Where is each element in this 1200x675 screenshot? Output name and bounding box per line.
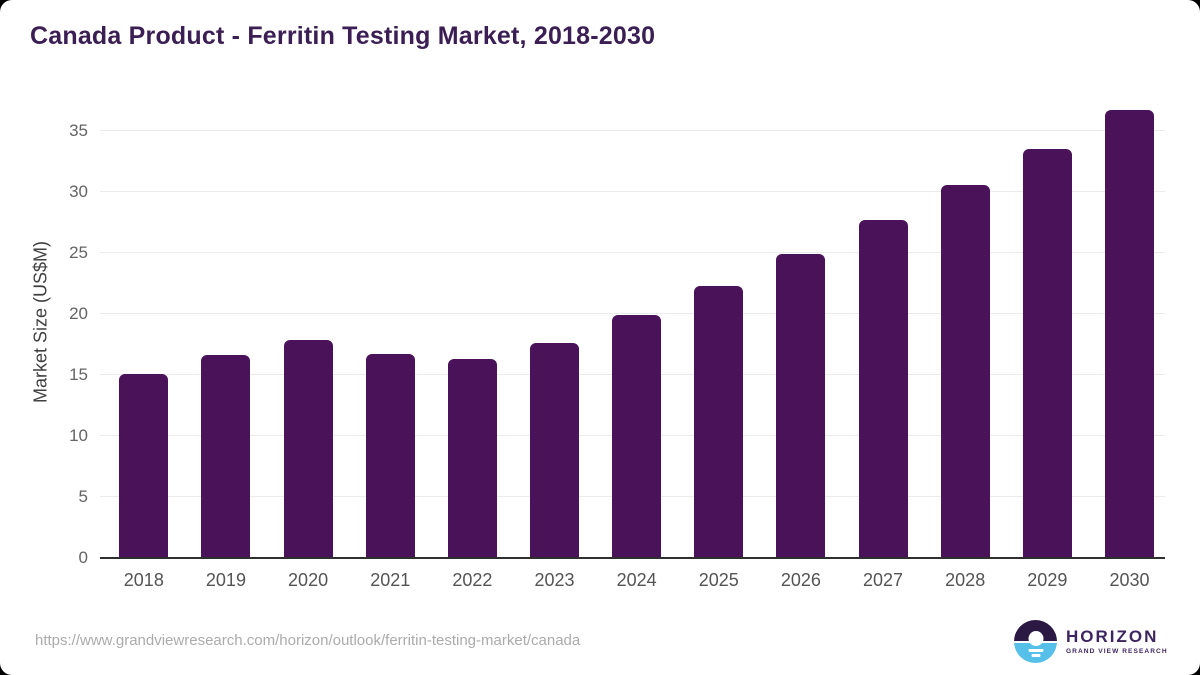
bar-2025 [694,285,744,558]
bar-2018 [119,373,169,558]
x-tick-2020: 2020 [288,570,329,590]
y-axis-ticks: 0 5 10 15 20 25 30 35 [28,100,88,567]
x-tick-2026: 2026 [780,570,821,590]
y-tick-5: 5 [78,487,88,506]
x-tick-2023: 2023 [534,570,575,590]
logo-sun [1028,631,1043,646]
source-url: https://www.grandviewresearch.com/horizo… [35,632,581,649]
logo-text: HORIZON GRAND VIEW RESEARCH [1066,628,1168,655]
y-tick-30: 30 [69,182,88,201]
logo-reflection-line [1028,649,1043,652]
bar-2022 [447,359,497,558]
y-tick-10: 10 [69,426,88,445]
gridline-30 [100,191,1165,192]
bar-2027 [858,220,908,558]
x-tick-2028: 2028 [945,570,986,590]
x-axis-line [100,557,1165,559]
plot-area [100,100,1165,559]
x-tick-2027: 2027 [863,570,904,590]
y-tick-15: 15 [69,365,88,384]
bar-2029 [1022,149,1072,558]
gridline-35 [100,130,1165,131]
logo-brand: HORIZON [1066,627,1159,646]
gridline-20 [100,313,1165,314]
chart-title: Canada Product - Ferritin Testing Market… [30,22,656,50]
bar-2021 [365,354,415,558]
logo-reflection-line [1031,654,1040,657]
bar-2024 [612,315,662,558]
x-tick-2021: 2021 [370,570,411,590]
sun-over-water-icon [1014,620,1057,663]
x-tick-2018: 2018 [123,570,164,590]
horizon-logo: HORIZON GRAND VIEW RESEARCH [1014,620,1168,663]
y-tick-0: 0 [78,548,88,567]
x-tick-2029: 2029 [1027,570,1068,590]
logo-water-half [1014,643,1057,663]
gridline-25 [100,252,1165,253]
x-tick-2030: 2030 [1109,570,1150,590]
bar-2028 [940,184,990,558]
bar-2019 [201,355,251,558]
logo-sky-half [1014,620,1057,641]
x-tick-2024: 2024 [616,570,657,590]
bar-2030 [1104,110,1154,558]
y-tick-20: 20 [69,304,88,323]
bar-2020 [283,339,333,558]
bar-2023 [530,343,579,558]
logo-subtitle: GRAND VIEW RESEARCH [1066,648,1168,655]
y-tick-35: 35 [69,121,88,140]
y-tick-25: 25 [69,243,88,262]
x-tick-2025: 2025 [698,570,739,590]
x-axis-ticks: 2018 2019 2020 2021 2022 2023 2024 2025 2026 2027… [100,570,1165,600]
x-tick-2022: 2022 [452,570,493,590]
bar-2026 [776,254,826,558]
x-tick-2019: 2019 [205,570,246,590]
